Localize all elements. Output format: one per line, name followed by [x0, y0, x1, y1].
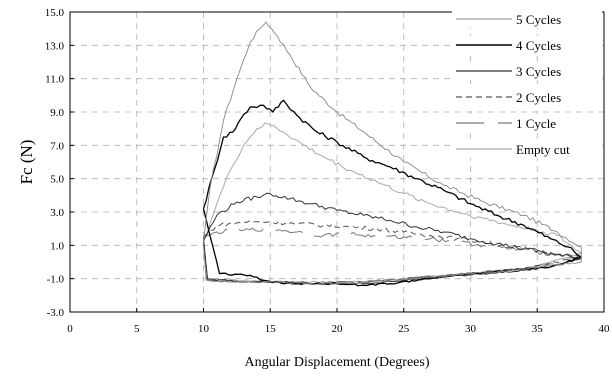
- x-axis-label: Angular Displacement (Degrees): [244, 355, 429, 370]
- y-axis-ticks: -3.0 -1.0 1.0 3.0 5.0 7.0 9.0 11.0 13.0 15.0: [45, 7, 74, 319]
- legend-label-3-cycles: 3 Cycles: [516, 64, 561, 79]
- x-tick-label: 25: [398, 323, 410, 335]
- y-tick-label: 11.0: [45, 74, 64, 86]
- y-tick-label: 1.0: [50, 240, 64, 252]
- y-tick-label: -1.0: [47, 274, 65, 286]
- legend-bg: [452, 88, 602, 106]
- legend-bg: [452, 114, 602, 132]
- legend-label-1-cycle: 1 Cycle: [516, 116, 556, 131]
- legend-label-2-cycles: 2 Cycles: [516, 90, 561, 105]
- x-tick-label: 20: [332, 323, 344, 335]
- grid: [70, 12, 604, 312]
- x-axis-ticks: 0 5 10 15 20 25 30 35 40: [67, 308, 610, 335]
- y-tick-label: 5.0: [50, 174, 64, 186]
- y-tick-label: 15.0: [45, 7, 65, 19]
- legend-label-empty-cut: Empty cut: [516, 142, 570, 157]
- series-line-2-cycles: [203, 220, 582, 285]
- y-tick-label: 13.0: [45, 40, 65, 52]
- x-tick-label: 0: [67, 323, 73, 335]
- x-tick-label: 10: [198, 323, 210, 335]
- y-tick-label: 7.0: [50, 140, 64, 152]
- legend-bg: [452, 36, 602, 54]
- legend-bg: [452, 62, 602, 80]
- x-tick-label: 35: [532, 323, 544, 335]
- series-line-1-cycle: [203, 226, 582, 284]
- legend-label-5-cycles: 5 Cycles: [516, 12, 561, 27]
- y-tick-label: 3.0: [50, 207, 64, 219]
- legend: 5 Cycles 4 Cycles 3 Cycles 2 Cycles 1 Cycle E…: [452, 10, 602, 158]
- legend-bg: [452, 10, 602, 28]
- legend-bg: [452, 140, 602, 158]
- x-tick-label: 5: [134, 323, 140, 335]
- series-line-5-cycles: [203, 21, 582, 285]
- legend-label-4-cycles: 4 Cycles: [516, 38, 561, 53]
- x-tick-label: 30: [465, 323, 477, 335]
- plot-series: [202, 21, 582, 287]
- x-tick-label: 40: [599, 323, 611, 335]
- y-tick-label: -3.0: [47, 307, 65, 319]
- y-tick-label: 9.0: [50, 107, 64, 119]
- y-axis-label: Fc (N): [17, 140, 36, 185]
- series-line-3-cycles: [203, 192, 582, 285]
- x-tick-label: 15: [265, 323, 277, 335]
